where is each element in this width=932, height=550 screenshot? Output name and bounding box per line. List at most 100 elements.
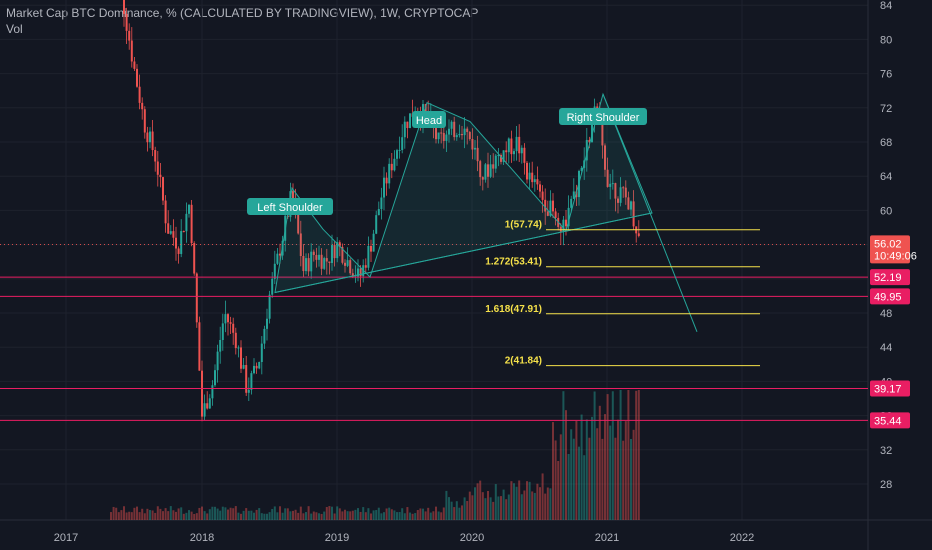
volume-bar xyxy=(120,510,123,520)
volume-bar xyxy=(494,484,497,520)
volume-bar xyxy=(593,391,596,520)
pattern-annotation-badge xyxy=(412,111,446,128)
candle-body xyxy=(370,245,372,252)
volume-bar xyxy=(177,508,180,520)
volume-bar xyxy=(458,507,461,520)
candle-body xyxy=(393,158,396,171)
candle-body xyxy=(234,332,237,349)
volume-bar xyxy=(229,507,232,520)
countdown-label: 10:49:06 xyxy=(874,250,917,262)
candle-body xyxy=(630,201,632,210)
volume-bar xyxy=(193,513,196,520)
y-tick-label: 44 xyxy=(880,342,892,354)
volume-bar xyxy=(227,509,229,520)
candle-body xyxy=(372,233,375,252)
volume-bar xyxy=(450,501,453,520)
x-tick-label: 2018 xyxy=(190,532,214,544)
volume-bar xyxy=(346,511,349,520)
candle-body xyxy=(214,370,216,386)
level-price-badge xyxy=(870,412,910,429)
candle-body xyxy=(180,231,183,254)
volume-bar xyxy=(255,509,258,520)
volume-bar xyxy=(370,513,372,520)
volume-bar xyxy=(141,508,144,520)
candle-body xyxy=(388,163,391,184)
volume-bar xyxy=(219,510,222,520)
candle-body xyxy=(271,278,274,295)
candle-body xyxy=(307,258,310,272)
volume-bar xyxy=(429,512,432,520)
volume-bar xyxy=(237,512,240,520)
candle-body xyxy=(398,149,401,151)
volume-bar xyxy=(396,512,398,520)
candle-body xyxy=(510,138,513,155)
volume-bar xyxy=(533,492,536,520)
volume-bar xyxy=(146,508,149,520)
candle-body xyxy=(188,204,190,214)
candle-body xyxy=(385,177,388,184)
volume-bar xyxy=(294,509,297,520)
volume-bar xyxy=(190,511,193,520)
volume-bar xyxy=(125,512,128,520)
volume-bar xyxy=(554,440,557,520)
candle-body xyxy=(367,245,370,268)
candle-body xyxy=(331,245,333,263)
candle-body xyxy=(552,200,554,212)
volume-bar xyxy=(419,508,422,520)
x-tick-label: 2021 xyxy=(595,532,619,544)
x-tick-label: 2022 xyxy=(730,532,754,544)
volume-bar xyxy=(133,507,136,520)
volume-bar xyxy=(112,506,115,520)
volume-bar xyxy=(401,508,404,520)
volume-bar xyxy=(437,511,440,520)
volume-bar xyxy=(468,491,471,520)
volume-bar xyxy=(632,429,635,520)
candle-body xyxy=(539,184,541,192)
volume-bar xyxy=(351,510,354,520)
candle-body xyxy=(627,197,630,210)
volume-bar xyxy=(567,453,570,520)
candle-body xyxy=(128,30,131,41)
candle-body xyxy=(565,219,567,227)
volume-bar xyxy=(372,510,375,520)
candle-body xyxy=(232,323,235,333)
candle-body xyxy=(481,177,484,180)
candle-body xyxy=(349,260,352,274)
candle-body xyxy=(169,231,172,234)
volume-bar xyxy=(169,506,172,520)
volume-bar xyxy=(115,507,118,520)
volume-bar xyxy=(531,491,534,520)
candle-body xyxy=(533,179,536,183)
candle-body xyxy=(164,200,167,224)
candle-body xyxy=(341,246,344,263)
candle-body xyxy=(531,172,534,183)
candle-body xyxy=(617,198,619,203)
volume-bar xyxy=(409,512,411,520)
level-price-badge xyxy=(870,380,910,397)
volume-bar xyxy=(539,487,541,520)
volume-bar xyxy=(279,506,281,520)
volume-bar xyxy=(331,506,333,520)
candle-body xyxy=(193,243,196,274)
volume-bar xyxy=(385,508,388,520)
pattern-annotation-badge xyxy=(559,108,647,125)
volume-bar xyxy=(398,512,401,520)
candle-body xyxy=(333,245,336,259)
volume-bar xyxy=(578,446,580,520)
volume-bar xyxy=(323,511,326,520)
volume-bar xyxy=(232,508,235,520)
candle-body xyxy=(544,199,547,212)
volume-bar xyxy=(224,507,227,520)
candle-body xyxy=(479,161,482,178)
volume-bar xyxy=(206,513,209,520)
candle-body xyxy=(195,273,198,323)
candle-body xyxy=(258,362,261,369)
candle-body xyxy=(175,237,177,249)
volume-bar xyxy=(117,512,120,520)
volume-bar xyxy=(364,512,367,520)
volume-bar xyxy=(588,437,591,520)
volume-bar xyxy=(575,420,578,520)
volume-bar xyxy=(463,497,466,520)
candle-body xyxy=(211,385,214,399)
